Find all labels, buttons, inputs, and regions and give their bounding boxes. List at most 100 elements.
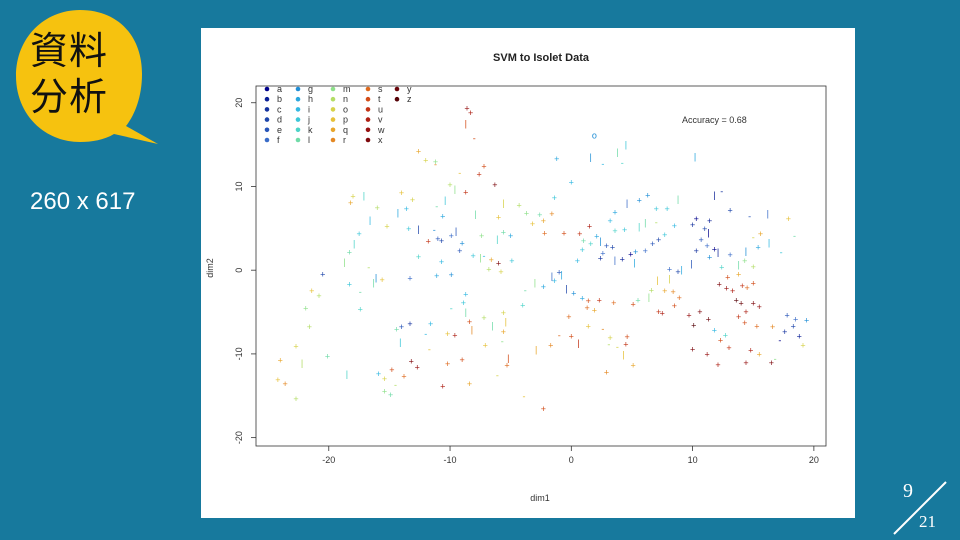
data-point: + (793, 315, 798, 325)
data-point: + (757, 302, 762, 312)
legend-label: a (277, 84, 282, 94)
data-point: + (742, 256, 747, 266)
data-point: + (662, 286, 667, 296)
data-point: - (793, 231, 796, 241)
legend-marker (330, 86, 336, 92)
legend-label: o (343, 104, 348, 114)
data-point: + (690, 345, 695, 355)
data-point: + (445, 329, 450, 339)
data-point: + (517, 201, 522, 211)
data-point: + (348, 198, 353, 208)
data-point: - (655, 217, 658, 227)
speech-bubble (16, 10, 158, 144)
data-point: + (498, 267, 503, 277)
data-point: + (690, 220, 695, 230)
data-point: + (524, 208, 529, 218)
data-point: + (316, 291, 321, 301)
data-point: + (541, 404, 546, 414)
data-point: + (643, 246, 648, 256)
data-point: | (399, 337, 401, 347)
data-point: + (675, 267, 680, 277)
data-point: + (428, 319, 433, 329)
data-point: + (664, 204, 669, 214)
data-point: | (677, 194, 679, 204)
data-point: + (303, 304, 308, 314)
data-point: - (483, 251, 486, 261)
data-point: | (707, 228, 709, 238)
data-point: + (439, 257, 444, 267)
data-point: + (598, 253, 603, 263)
data-point: + (743, 358, 748, 368)
data-point: + (706, 315, 711, 325)
data-point: + (745, 283, 750, 293)
data-point: + (610, 243, 615, 253)
data-point: + (607, 333, 612, 343)
data-point: + (464, 104, 469, 114)
data-point: + (375, 203, 380, 213)
data-point: - (621, 158, 624, 168)
data-point: + (740, 281, 745, 291)
data-point: | (343, 257, 345, 267)
data-point: + (734, 295, 739, 305)
data-point: + (751, 299, 756, 309)
data-point: + (645, 191, 650, 201)
data-point: + (530, 219, 535, 229)
y-tick-label: 10 (234, 181, 244, 191)
data-point: | (656, 275, 658, 285)
data-point: + (293, 341, 298, 351)
size-text: 260 x 617 (30, 188, 136, 215)
x-tick-label: -20 (322, 455, 335, 465)
data-point: - (752, 233, 755, 243)
data-point: + (694, 246, 699, 256)
data-point: - (778, 336, 781, 346)
data-point: + (580, 245, 585, 255)
data-point: | (417, 224, 419, 234)
legend-label: x (378, 135, 383, 145)
data-point: | (534, 278, 536, 288)
data-point: + (758, 229, 763, 239)
legend-marker (295, 86, 301, 92)
data-point: + (584, 303, 589, 313)
data-point: | (738, 259, 740, 269)
data-point: | (471, 325, 473, 335)
data-point: + (445, 359, 450, 369)
data-point: + (467, 317, 472, 327)
data-point: + (586, 296, 591, 306)
data-point: | (614, 255, 616, 265)
data-point: + (623, 340, 628, 350)
data-point: + (672, 221, 677, 231)
accuracy-annotation: Accuracy = 0.68 (682, 115, 747, 125)
data-point: | (455, 226, 457, 236)
data-point: + (489, 255, 494, 265)
data-point: | (372, 278, 374, 288)
data-point: + (382, 387, 387, 397)
data-point: + (467, 379, 472, 389)
data-point: + (350, 192, 355, 202)
data-point: + (278, 356, 283, 366)
data-point: + (282, 379, 287, 389)
data-point: | (505, 316, 507, 326)
legend-label: v (378, 115, 383, 125)
data-point: + (631, 300, 636, 310)
data-point: + (757, 350, 762, 360)
data-point: - (780, 248, 783, 258)
data-point: + (604, 241, 609, 251)
legend-marker (264, 86, 270, 92)
legend-marker (330, 117, 336, 122)
data-point: + (557, 268, 562, 278)
data-point: | (444, 195, 446, 205)
data-point: | (690, 258, 692, 268)
data-point: + (399, 322, 404, 332)
data-point: + (477, 170, 482, 180)
data-point: + (712, 325, 717, 335)
data-point: + (376, 369, 381, 379)
legend-label: q (343, 125, 348, 135)
data-point: + (769, 358, 774, 368)
data-point: | (625, 140, 627, 150)
data-point: + (656, 235, 661, 245)
data-point: + (650, 239, 655, 249)
legend-marker (295, 127, 301, 133)
data-point: + (580, 294, 585, 304)
data-point: + (379, 275, 384, 285)
data-point: - (748, 212, 751, 222)
